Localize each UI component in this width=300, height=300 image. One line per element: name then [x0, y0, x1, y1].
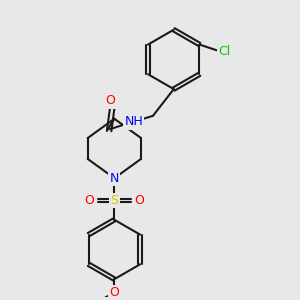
Text: N: N	[110, 172, 119, 185]
Text: O: O	[84, 194, 94, 207]
Text: S: S	[110, 194, 118, 207]
Text: NH: NH	[124, 115, 143, 128]
Text: O: O	[105, 94, 115, 107]
Text: O: O	[110, 286, 119, 299]
Text: O: O	[135, 194, 145, 207]
Text: Cl: Cl	[219, 46, 231, 59]
